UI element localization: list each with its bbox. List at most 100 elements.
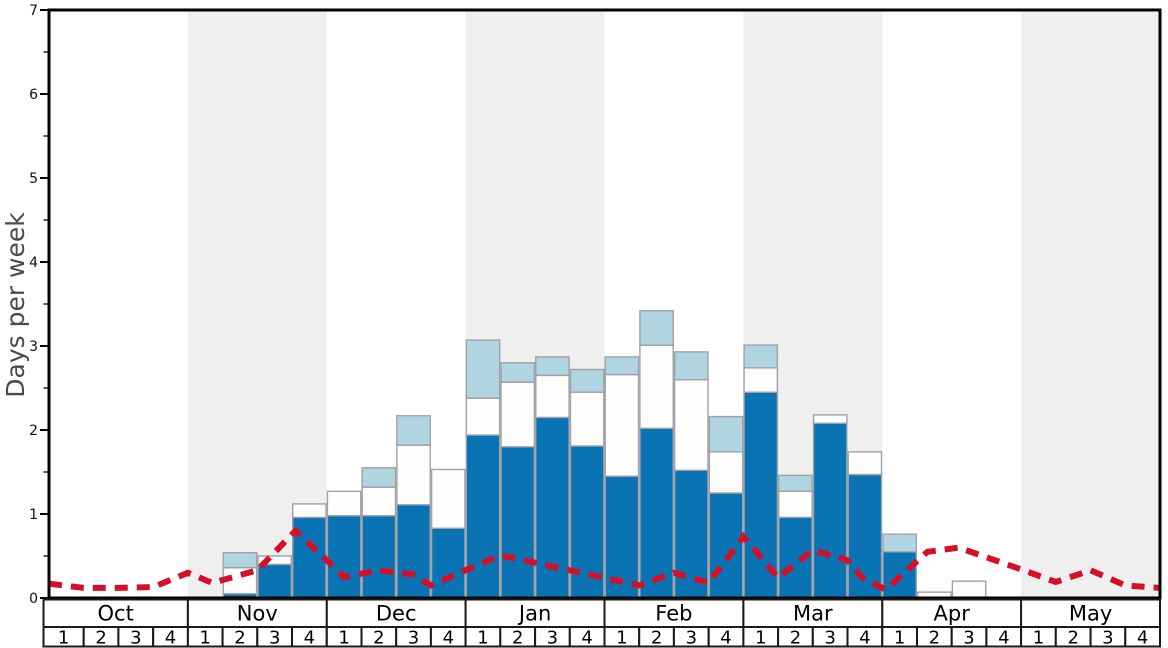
bar-segment-dark-blue <box>812 422 848 599</box>
bar-segment-light-blue <box>465 339 501 399</box>
week-cell <box>1124 626 1162 648</box>
bar-segment-white <box>708 451 744 494</box>
month-label: Oct <box>98 602 134 626</box>
week-number-label: 2 <box>373 628 384 648</box>
week-number-label: 3 <box>269 628 280 648</box>
week-number-label: 1 <box>616 628 627 648</box>
month-label: May <box>1069 602 1112 626</box>
bar-segment-dark-blue <box>326 514 362 599</box>
month-label: Apr <box>934 602 971 626</box>
week-number-label: 1 <box>477 628 488 648</box>
week-number-label: 3 <box>824 628 835 648</box>
week-number-label: 1 <box>199 628 210 648</box>
bar-segment-white <box>743 367 779 393</box>
bar-segment-white <box>326 490 362 517</box>
bar-segment-white <box>292 503 327 519</box>
month-label: Jan <box>517 602 551 626</box>
bar-segment-white <box>396 444 431 506</box>
bar-segment-white <box>639 344 674 430</box>
week-number-label: 1 <box>58 628 69 648</box>
month-label: Mar <box>793 602 833 626</box>
week-number-label: 2 <box>512 628 523 648</box>
month-label: Dec <box>376 602 417 626</box>
week-number-label: 2 <box>651 628 662 648</box>
month-band <box>1021 11 1160 598</box>
week-number-label: 2 <box>929 628 940 648</box>
week-number-label: 2 <box>234 628 245 648</box>
y-tick-label: 5 <box>29 171 38 187</box>
bar-segment-dark-blue <box>743 391 779 599</box>
bar-segment-light-blue <box>396 415 431 446</box>
bar-segment-dark-blue <box>361 514 397 599</box>
bar-segment-light-blue <box>639 310 674 346</box>
bar-segment-white <box>430 468 466 529</box>
bar-segment-dark-blue <box>430 527 466 599</box>
bar-segment-white <box>673 378 709 472</box>
y-tick-label: 4 <box>29 255 38 271</box>
bar-segment-light-blue <box>743 344 779 369</box>
bar-segment-light-blue <box>535 356 570 377</box>
bar-segment-white <box>604 373 640 477</box>
bar-segment-dark-blue <box>708 492 744 599</box>
week-number-label: 1 <box>338 628 349 648</box>
bar-segment-light-blue <box>708 415 744 453</box>
week-number-label: 4 <box>859 628 870 648</box>
week-number-label: 4 <box>1137 628 1148 648</box>
month-band <box>187 11 327 598</box>
bar-segment-dark-blue <box>465 434 501 599</box>
week-number-label: 3 <box>686 628 697 648</box>
week-number-label: 4 <box>443 628 454 648</box>
bar-segment-white <box>465 397 501 436</box>
y-tick-label: 6 <box>29 87 38 103</box>
bar-segment-light-blue <box>500 362 536 383</box>
week-number-label: 3 <box>130 628 141 648</box>
bar-segment-white <box>951 580 987 599</box>
bar-segment-light-blue <box>604 356 640 376</box>
week-number-label: 1 <box>1033 628 1044 648</box>
week-number-label: 4 <box>998 628 1009 648</box>
month-cell <box>42 598 189 628</box>
bar-segment-dark-blue <box>500 446 536 599</box>
month-label: Feb <box>655 602 692 626</box>
bar-segment-light-blue <box>361 467 397 488</box>
week-number-label: 3 <box>547 628 558 648</box>
bar-segment-white <box>778 490 813 519</box>
month-cell <box>325 598 467 628</box>
week-number-label: 4 <box>165 628 176 648</box>
y-tick-label: 3 <box>29 339 38 355</box>
week-number-label: 3 <box>408 628 419 648</box>
week-number-label: 4 <box>720 628 731 648</box>
week-number-label: 4 <box>581 628 592 648</box>
week-number-label: 2 <box>1067 628 1078 648</box>
bar-segment-white <box>535 374 570 419</box>
bar-segment-light-blue <box>882 533 917 553</box>
bar-segment-dark-blue <box>535 416 570 599</box>
month-cell <box>603 598 745 628</box>
y-tick-label: 1 <box>29 507 38 523</box>
bar-segment-light-blue <box>569 368 605 393</box>
bar-segment-white <box>257 555 293 566</box>
bar-segment-light-blue <box>778 474 813 493</box>
y-tick-label: 7 <box>29 3 38 19</box>
month-label: Nov <box>237 602 278 626</box>
week-number-label: 2 <box>790 628 801 648</box>
bar-segment-white <box>500 381 536 448</box>
bar-segment-white <box>569 391 605 447</box>
week-number-label: 3 <box>963 628 974 648</box>
y-tick-label: 2 <box>29 423 38 439</box>
bar-segment-white <box>847 451 883 476</box>
week-number-label: 1 <box>755 628 766 648</box>
bar-segment-dark-blue <box>847 473 883 599</box>
bar-segment-light-blue <box>222 551 258 569</box>
week-number-label: 3 <box>1102 628 1113 648</box>
plot-border <box>47 8 1162 600</box>
week-number-label: 4 <box>304 628 315 648</box>
week-number-label: 1 <box>894 628 905 648</box>
bar-segment-dark-blue <box>639 427 674 599</box>
bar-segment-light-blue <box>673 351 709 381</box>
week-number-label: 2 <box>95 628 106 648</box>
bar-segment-dark-blue <box>257 563 293 599</box>
y-tick-label: 0 <box>29 591 38 607</box>
